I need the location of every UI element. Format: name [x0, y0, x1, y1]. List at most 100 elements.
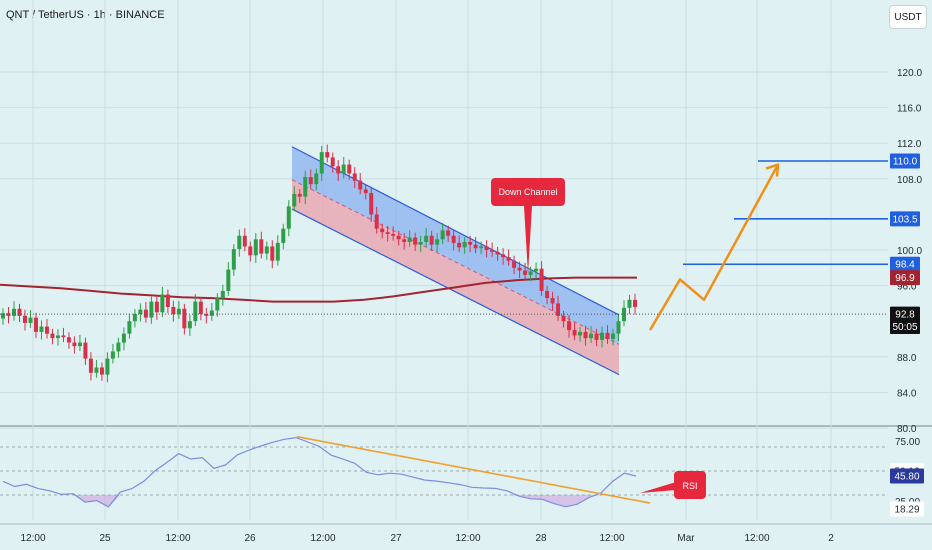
candle [528, 266, 533, 282]
annotation-text: Down Channel [498, 187, 557, 197]
candle-body [396, 235, 401, 240]
candle [215, 293, 220, 317]
candle-body [490, 250, 495, 252]
x-tick-label: 12:00 [165, 533, 190, 544]
price-label-box [890, 306, 920, 322]
candle [50, 328, 55, 345]
candle [545, 286, 550, 305]
price-label-box [890, 319, 920, 335]
candle [303, 170, 308, 205]
candle-body [528, 271, 533, 275]
y-tick-label: 88.0 [897, 353, 917, 364]
candle [479, 241, 484, 255]
y-tick-label: 100.0 [897, 246, 922, 257]
candle-body [160, 294, 165, 313]
candle [39, 320, 44, 340]
candle-body [468, 241, 473, 245]
candle [550, 291, 555, 311]
candle-body [451, 235, 456, 243]
price-label-text: 103.5 [892, 214, 917, 225]
candle [1, 308, 5, 325]
candle [138, 303, 143, 322]
candle-body [627, 299, 632, 308]
candle-body [402, 239, 407, 242]
candle [330, 152, 335, 173]
x-tick-label: 12:00 [599, 533, 624, 544]
symbol-title: QNT / TetherUS · 1h · BINANCE [6, 9, 165, 21]
candle-body [374, 214, 379, 229]
candle-body [336, 166, 341, 174]
candle-body [83, 342, 88, 359]
y-tick-label: 84.0 [897, 388, 917, 399]
candle [556, 295, 561, 321]
currency-badge[interactable]: USDT [889, 5, 927, 29]
candle-body [352, 173, 357, 181]
candle [110, 343, 115, 364]
candle-body [534, 268, 539, 272]
x-tick-label: 25 [99, 533, 111, 544]
candle [143, 302, 148, 323]
candle [55, 329, 60, 346]
candle-body [319, 152, 324, 174]
x-tick-label: 12:00 [310, 533, 335, 544]
candle [385, 225, 390, 242]
candle [72, 336, 77, 354]
candle [374, 206, 379, 234]
candle-body [435, 239, 440, 245]
candle-body [171, 306, 176, 315]
candle-body [17, 308, 22, 316]
candle-body [583, 331, 588, 339]
x-tick-label: Mar [677, 533, 695, 544]
candle [347, 159, 352, 180]
candle-body [55, 335, 60, 339]
candle [561, 310, 566, 328]
candle-body [330, 157, 335, 167]
y-tick-label: 112.0 [897, 139, 922, 150]
candle-body [28, 317, 33, 323]
candle-body [358, 180, 363, 190]
candle-body [611, 333, 616, 339]
rsi-tick-label: 75.00 [895, 437, 920, 448]
candle [11, 301, 16, 321]
candle [165, 289, 170, 314]
candle [539, 261, 544, 296]
candle-body [572, 330, 577, 336]
candle [281, 223, 286, 250]
candle-body [600, 332, 605, 340]
annotation-box [491, 178, 565, 206]
candle-body [127, 321, 132, 334]
candle-body [165, 294, 170, 307]
y-tick-label: 116.0 [897, 104, 922, 115]
candle-body [242, 235, 247, 247]
candle [435, 233, 440, 253]
candle-body [286, 206, 291, 229]
candle-body [138, 309, 143, 315]
candle [369, 186, 374, 222]
candle [457, 235, 462, 253]
candle-body [550, 298, 555, 304]
candle [468, 235, 473, 253]
candle-body [204, 314, 209, 316]
candle [28, 310, 33, 328]
candle-body [154, 301, 159, 313]
candle [160, 286, 165, 318]
rsi-label-text: 45.80 [894, 472, 919, 483]
candle [462, 237, 467, 254]
candle [325, 144, 330, 163]
candle-body [589, 333, 594, 339]
candle-body [539, 268, 544, 291]
candle [616, 314, 621, 342]
candle-body [440, 230, 445, 240]
candle-body [341, 164, 346, 174]
candle [44, 318, 49, 339]
candle-body [363, 189, 368, 194]
candle-body [462, 241, 467, 248]
candle-body [545, 290, 550, 299]
candle [358, 173, 363, 195]
x-tick-label: 12:00 [455, 533, 480, 544]
candle [605, 325, 610, 344]
candle-body [143, 309, 148, 318]
candle [127, 313, 132, 339]
projection-arrowhead [765, 163, 780, 177]
